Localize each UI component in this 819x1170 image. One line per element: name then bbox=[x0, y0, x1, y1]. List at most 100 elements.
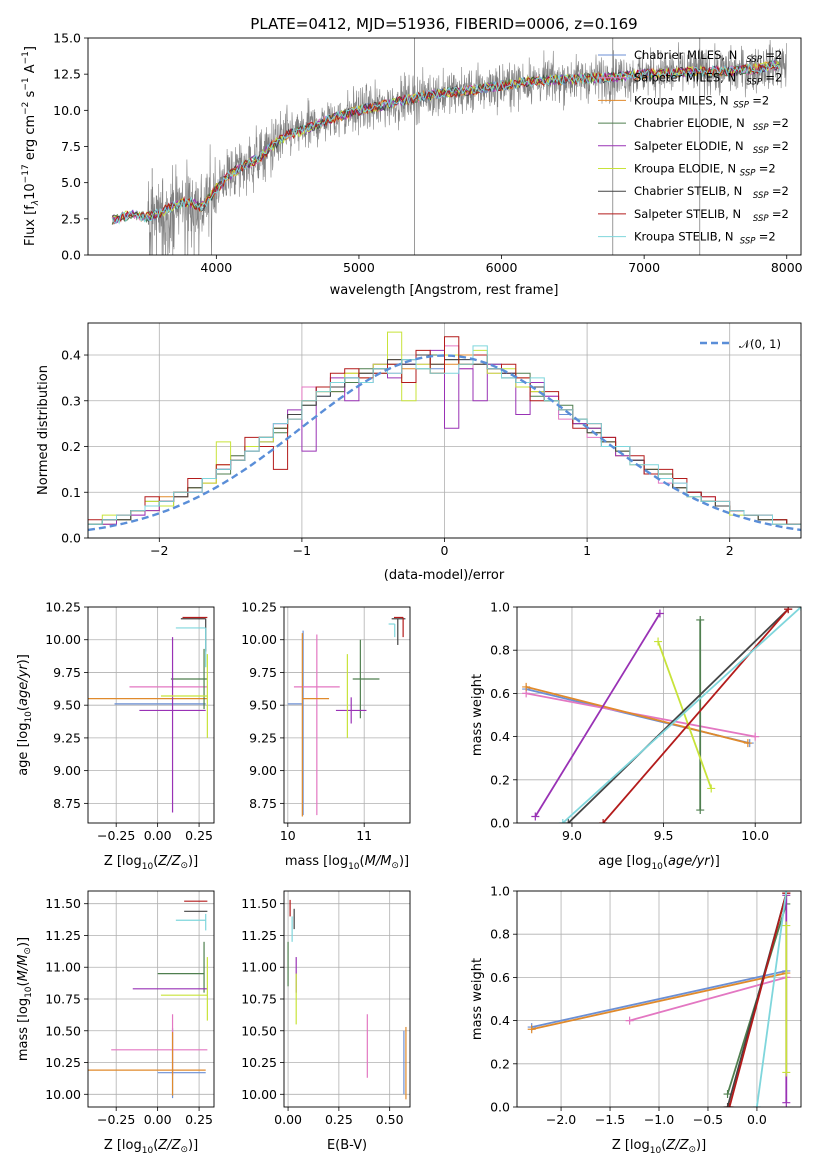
label-part: age [log bbox=[598, 854, 651, 869]
x-tick-label: −0.25 bbox=[97, 828, 135, 843]
label-part: 10 bbox=[348, 862, 360, 872]
y-tick-label: 11.50 bbox=[241, 896, 277, 911]
x-tick-label: 1 bbox=[583, 543, 591, 558]
axis-label: mass [log10(M/M⊙)] bbox=[285, 854, 409, 872]
axes-frame bbox=[283, 890, 411, 1108]
x-tick-label: −2.0 bbox=[546, 1112, 576, 1127]
weight-marker bbox=[784, 607, 793, 614]
legend-label: 𝒩(0, 1) bbox=[739, 337, 781, 351]
y-axis-label: mass weight bbox=[470, 674, 485, 756]
legend-subscript: SSP bbox=[753, 214, 769, 224]
grid bbox=[88, 606, 214, 823]
axes-massweight_vs_age: 9.0 9.5 10.0 0.0 0.2 0.4 0.6 0.8 1.0 bbox=[490, 600, 802, 843]
axes-frame bbox=[87, 37, 802, 256]
label-part: )] bbox=[188, 854, 198, 869]
axes-frame bbox=[283, 606, 411, 824]
weight-line bbox=[728, 892, 788, 1107]
legend-label: Salpeter STELIB, N bbox=[634, 207, 741, 221]
legend-subscript: SSP bbox=[746, 55, 762, 65]
x-tick-label: 6000 bbox=[486, 260, 518, 275]
legend-suffix: =2 bbox=[759, 162, 776, 176]
axes-frame bbox=[516, 606, 802, 824]
y-tick-label: 10.25 bbox=[45, 1055, 81, 1070]
axis-label: Z [log10(Z/Z⊙)] bbox=[104, 1138, 198, 1156]
x-tick-label: −0.5 bbox=[693, 1112, 723, 1127]
axes-mass_vs_Z: −0.25 0.00 0.25 10.00 10.25 10.50 10.75 11.00 11… bbox=[45, 890, 215, 1127]
label-part: )] bbox=[696, 1138, 706, 1153]
legend-subscript: SSP bbox=[740, 169, 756, 179]
x-tick-label: 0.00 bbox=[274, 1112, 302, 1127]
x-axis-label: (data-model)/error bbox=[384, 568, 505, 583]
x-tick-label: 0.25 bbox=[185, 1112, 213, 1127]
x-tick-label: −1 bbox=[293, 543, 311, 558]
plot-area bbox=[111, 38, 787, 255]
y-tick-label: 0.0 bbox=[490, 1100, 510, 1115]
legend-suffix: =2 bbox=[772, 116, 789, 130]
y-tick-label: 0.2 bbox=[490, 772, 510, 787]
weight-marker bbox=[558, 819, 567, 823]
label-part: Z [log bbox=[104, 1138, 142, 1153]
weight-line bbox=[567, 608, 789, 823]
x-tick-label: 0.0 bbox=[747, 1112, 767, 1127]
label-part: 10 bbox=[142, 1146, 154, 1156]
label-part: 10 bbox=[24, 986, 34, 998]
axes-frame bbox=[87, 606, 215, 824]
y-tick-label: 9.25 bbox=[249, 730, 277, 745]
legend-subscript: SSP bbox=[740, 237, 756, 247]
axis-decor: 9.0 9.5 10.0 0.0 0.2 0.4 0.6 0.8 1.0 bbox=[490, 600, 802, 843]
y-tick-label: 9.25 bbox=[53, 730, 81, 745]
label-part: −1 bbox=[21, 51, 31, 64]
y-tick-label: 9.75 bbox=[249, 665, 277, 680]
y-tick-label: 0.1 bbox=[61, 485, 81, 500]
weight-marker bbox=[564, 819, 573, 823]
axis-label: age [log10(age/yr)] bbox=[16, 654, 34, 776]
weight-marker bbox=[752, 1103, 761, 1107]
label-part: ] bbox=[23, 46, 38, 51]
y-tick-label: 10.0 bbox=[53, 103, 81, 118]
y-tick-label: 11.00 bbox=[45, 960, 81, 975]
x-tick-label: 0.00 bbox=[144, 1112, 172, 1127]
label-part: ⊙ bbox=[23, 947, 33, 955]
y-tick-label: 0.0 bbox=[490, 816, 510, 831]
legend-subscript: SSP bbox=[753, 123, 769, 133]
label-part: Z/Z bbox=[665, 1138, 689, 1153]
weight-marker bbox=[527, 1025, 536, 1034]
legend-suffix: =2 bbox=[772, 184, 789, 198]
x-tick-label: −0.25 bbox=[97, 1112, 135, 1127]
y-tick-label: 11.25 bbox=[241, 928, 277, 943]
axes-spectrum: 4000 5000 6000 7000 8000 0.0 2.5 5.0 7.5 10.0 12.5… bbox=[53, 31, 803, 276]
label-part: age [log bbox=[16, 723, 31, 776]
plot-area bbox=[88, 900, 208, 1099]
x-tick-label: 7000 bbox=[628, 260, 660, 275]
y-tick-label: 8.75 bbox=[249, 796, 277, 811]
label-part: age/yr bbox=[16, 663, 31, 706]
weight-marker bbox=[743, 739, 752, 748]
plot-area bbox=[527, 891, 791, 1107]
weight-line bbox=[562, 607, 801, 823]
legend-label: Salpeter ELODIE, N bbox=[634, 139, 744, 153]
legend-subscript: SSP bbox=[753, 191, 769, 201]
y-axis-label: Normed distribution bbox=[36, 365, 51, 495]
weight-line bbox=[756, 891, 788, 1107]
legend-suffix: =2 bbox=[759, 230, 776, 244]
label-part: A bbox=[23, 64, 38, 77]
y-tick-label: 0.0 bbox=[61, 248, 81, 263]
label-part: ( bbox=[153, 854, 158, 869]
y-tick-label: 5.0 bbox=[61, 175, 81, 190]
x-tick-label: 9.0 bbox=[562, 828, 582, 843]
label-part: mass [log bbox=[285, 854, 348, 869]
weight-marker bbox=[723, 1103, 732, 1107]
plot-area bbox=[287, 616, 406, 817]
weight-line bbox=[531, 970, 787, 1028]
weight-marker bbox=[654, 637, 663, 646]
weight-line bbox=[534, 613, 661, 817]
weight-marker bbox=[782, 921, 791, 930]
label-part: Z [log bbox=[612, 1138, 650, 1153]
weight-marker bbox=[696, 615, 705, 624]
label-part: ⊙ bbox=[180, 861, 188, 871]
weight-marker bbox=[723, 1090, 732, 1099]
label-part: Z/Z bbox=[157, 1138, 181, 1153]
x-tick-label: 0 bbox=[441, 543, 449, 558]
label-part: M/M bbox=[16, 955, 31, 982]
label-part: ( bbox=[360, 854, 365, 869]
